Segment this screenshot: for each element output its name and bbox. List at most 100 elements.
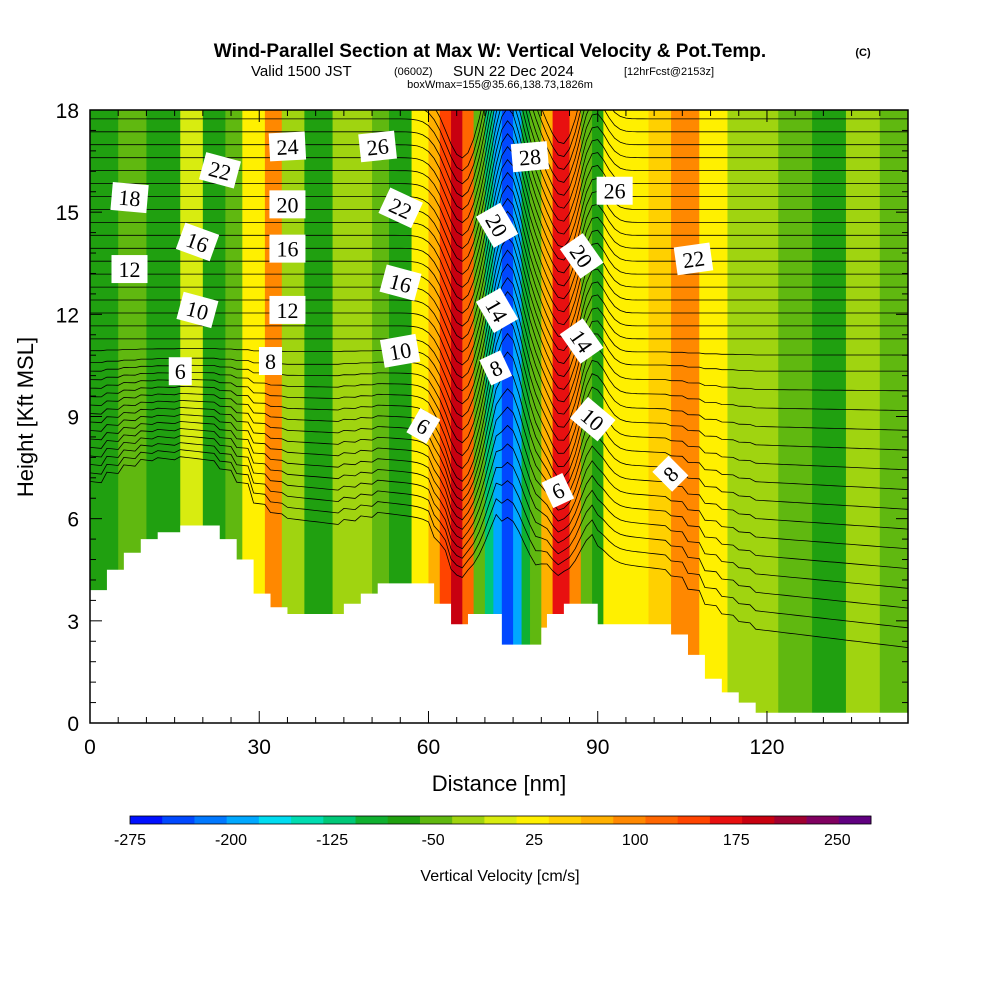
colorbar-tick-label: 100: [622, 832, 649, 849]
box-info-text: boxWmax=155@35.66,138.73,1826m: [407, 79, 593, 91]
contour-label-box: [269, 190, 306, 219]
velocity-band: [699, 110, 729, 723]
x-axis-label: Distance [nm]: [432, 771, 567, 796]
colorbar-tick-label: -125: [316, 832, 348, 849]
contour-label: 6: [406, 407, 441, 444]
velocity-band: [521, 110, 531, 723]
contour-label-box: [111, 255, 148, 284]
colorbar-swatch: [452, 816, 485, 824]
theta-isoline: [90, 332, 908, 482]
contour-label: 8: [479, 350, 513, 386]
velocity-band: [473, 110, 486, 723]
theta-isoline: [90, 421, 908, 550]
velocity-band: [493, 110, 503, 723]
contour-label-box: [475, 202, 519, 248]
colorbar-tick-label: -50: [422, 832, 445, 849]
y-tick-label: 0: [67, 713, 79, 736]
velocity-band: [552, 110, 571, 723]
colorbar-swatch: [709, 816, 743, 824]
contour-label-box: [379, 264, 422, 301]
velocity-band: [671, 110, 700, 723]
y-tick-label: 12: [56, 304, 79, 327]
y-tick-label: 18: [56, 100, 79, 123]
colorbar-swatch: [516, 816, 550, 824]
contour-label-box: [406, 407, 441, 444]
x-tick-label: 120: [749, 736, 784, 759]
theta-isoline: [90, 236, 908, 392]
colorbar-swatch: [323, 816, 356, 824]
contour-label-text: 12: [276, 298, 298, 323]
colorbar-swatch: [419, 816, 453, 824]
theta-isoline: [90, 456, 908, 648]
colorbar-swatch: [387, 816, 421, 824]
velocity-band: [541, 110, 554, 723]
contour-label-box: [569, 396, 616, 442]
contour-label: 16: [379, 264, 422, 301]
contour-label-box: [652, 455, 689, 492]
theta-isoline: [90, 249, 908, 405]
colorbar-tick-label: -200: [215, 832, 247, 849]
colorbar-swatch: [548, 816, 582, 824]
theta-isoline: [90, 388, 908, 511]
colorbar-swatch: [258, 816, 292, 824]
theta-isoline: [90, 369, 908, 502]
contour-label-box: [596, 176, 633, 205]
colorbar-tick-label: 250: [824, 832, 851, 849]
contour-label-text: 12: [118, 257, 140, 282]
colorbar-frame: [129, 815, 872, 825]
colorbar-title: Vertical Velocity [cm/s]: [420, 868, 579, 885]
theta-isoline: [90, 318, 908, 470]
colorbar-swatch: [645, 816, 679, 824]
velocity-band: [264, 110, 283, 723]
contour-label: 6: [541, 472, 575, 509]
theta-isoline: [90, 406, 908, 530]
velocity-band: [484, 110, 494, 723]
velocity-band: [845, 110, 881, 723]
colorbar-tick-label: 25: [525, 832, 543, 849]
colorbar-swatch: [677, 816, 711, 824]
colorbar-swatch: [838, 816, 872, 824]
contour-label-box: [673, 242, 714, 276]
velocity-band: [603, 110, 621, 723]
colorbar-tick-label: 175: [723, 832, 750, 849]
theta-isoline: [90, 133, 908, 288]
colorbar-swatch: [581, 816, 614, 824]
axis-tick-labels: 0 30 60 90 120 0 3 6 9 12 15 18: [56, 100, 785, 759]
contour-label-box: [358, 130, 397, 163]
y-tick-label: 9: [67, 407, 79, 430]
colorbar-swatch: [226, 816, 260, 824]
colorbar-swatch: [130, 816, 163, 824]
contour-label-box: [269, 295, 306, 324]
contour-label: 22: [378, 187, 423, 229]
y-tick-label: 3: [67, 611, 79, 634]
velocity-band: [462, 110, 475, 723]
contour-label: 26: [358, 130, 397, 163]
theta-isoline: [90, 442, 908, 609]
contour-label-text: 8: [265, 349, 276, 374]
contour-label: 12: [269, 295, 306, 324]
colorbar-tick-label: -275: [114, 832, 146, 849]
contour-label-box: [379, 333, 421, 368]
theta-isoline: [90, 146, 908, 301]
colorbar-swatch: [291, 816, 324, 824]
contour-label-box: [510, 141, 550, 173]
contour-label-box: [175, 222, 220, 262]
contour-label-box: [269, 234, 306, 263]
colorbar-swatch: [484, 816, 518, 824]
contour-label: 8: [259, 347, 283, 376]
contour-label-box: [268, 131, 307, 162]
colorbar-swatch: [355, 816, 389, 824]
contour-label: 22: [199, 152, 242, 189]
contour-label-box: [559, 233, 604, 279]
chart-title: Wind-Parallel Section at Max W: Vertical…: [214, 41, 766, 62]
velocity-band: [501, 110, 514, 723]
contour-label-box: [378, 187, 423, 229]
colorbar-swatch: [806, 816, 840, 824]
x-tick-label: 90: [586, 736, 609, 759]
x-tick-label: 30: [248, 736, 271, 759]
colorbar-swatch: [742, 816, 775, 824]
contour-label-box: [176, 291, 219, 329]
